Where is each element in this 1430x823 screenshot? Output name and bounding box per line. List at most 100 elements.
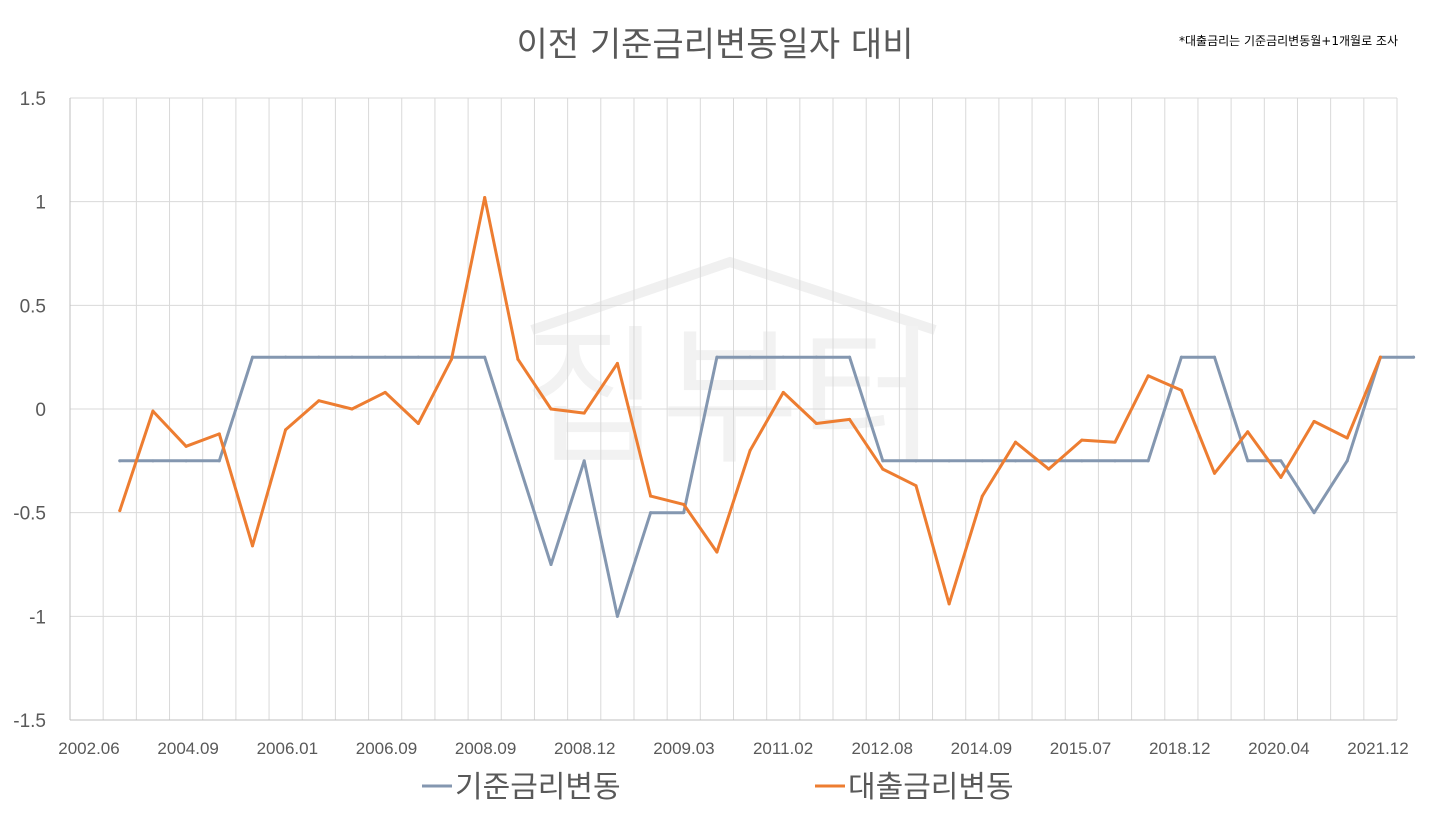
data-point-series-0 bbox=[781, 355, 785, 359]
data-point-series-1 bbox=[1246, 430, 1250, 434]
data-point-series-1 bbox=[1179, 388, 1183, 392]
data-point-series-1 bbox=[814, 422, 818, 426]
data-point-series-0 bbox=[1412, 355, 1416, 359]
x-tick-label: 2009.03 bbox=[653, 739, 714, 758]
y-tick-label: 0.5 bbox=[20, 296, 46, 317]
chart-title: 이전 기준금리변동일자 대비 bbox=[517, 25, 914, 65]
data-point-series-0 bbox=[682, 511, 686, 515]
gridlines bbox=[70, 97, 1398, 721]
data-point-series-1 bbox=[284, 428, 288, 432]
legend-label-base-rate: 기준금리변동 bbox=[455, 770, 621, 805]
data-point-series-1 bbox=[151, 409, 155, 413]
data-point-series-0 bbox=[416, 355, 420, 359]
data-point-series-1 bbox=[682, 502, 686, 506]
data-point-series-0 bbox=[715, 355, 719, 359]
data-point-series-0 bbox=[317, 355, 321, 359]
data-point-series-0 bbox=[914, 459, 918, 463]
data-point-series-1 bbox=[450, 357, 454, 361]
x-axis-ticks: 2002.06 2004.09 2006.01 2006.09 2008.09 2008.… bbox=[58, 739, 1408, 758]
legend-label-loan-rate: 대출금리변동 bbox=[848, 770, 1014, 805]
data-point-series-0 bbox=[814, 355, 818, 359]
data-point-series-1 bbox=[1013, 440, 1017, 444]
data-point-series-0 bbox=[649, 511, 653, 515]
data-point-series-0 bbox=[1047, 459, 1051, 463]
y-tick-label: -1 bbox=[29, 607, 46, 628]
data-point-series-0 bbox=[184, 459, 188, 463]
data-point-series-1 bbox=[118, 509, 122, 513]
y-tick-label: -1.5 bbox=[13, 711, 46, 732]
x-tick-label: 2020.04 bbox=[1248, 739, 1309, 758]
x-tick-label: 2004.09 bbox=[157, 739, 218, 758]
data-point-series-1 bbox=[217, 432, 221, 436]
data-point-series-0 bbox=[516, 459, 520, 463]
data-point-series-0 bbox=[284, 355, 288, 359]
data-point-series-1 bbox=[980, 494, 984, 498]
data-point-series-0 bbox=[980, 459, 984, 463]
series-lines bbox=[118, 196, 1416, 618]
data-point-series-0 bbox=[118, 459, 122, 463]
data-point-series-0 bbox=[947, 459, 951, 463]
data-point-series-1 bbox=[848, 417, 852, 421]
x-tick-label: 2012.08 bbox=[852, 739, 913, 758]
data-point-series-0 bbox=[748, 355, 752, 359]
x-tick-label: 2015.07 bbox=[1050, 739, 1111, 758]
x-tick-label: 2008.09 bbox=[455, 739, 516, 758]
x-tick-label: 2014.09 bbox=[951, 739, 1012, 758]
data-point-series-0 bbox=[615, 614, 619, 618]
x-tick-label: 2008.12 bbox=[554, 739, 615, 758]
y-tick-label: 0 bbox=[35, 400, 46, 421]
y-axis-ticks: 1.5 1 0.5 0 -0.5 -1 -1.5 bbox=[13, 89, 46, 732]
data-point-series-0 bbox=[217, 459, 221, 463]
data-point-series-0 bbox=[1013, 459, 1017, 463]
x-tick-label: 2006.09 bbox=[356, 739, 417, 758]
axes bbox=[69, 98, 1397, 721]
data-point-series-0 bbox=[350, 355, 354, 359]
data-point-series-1 bbox=[947, 602, 951, 606]
data-point-series-1 bbox=[416, 422, 420, 426]
data-point-series-0 bbox=[1279, 459, 1283, 463]
data-point-series-1 bbox=[615, 361, 619, 365]
x-tick-label: 2021.12 bbox=[1347, 739, 1408, 758]
data-point-series-1 bbox=[516, 357, 520, 361]
data-point-series-1 bbox=[1312, 419, 1316, 423]
data-point-series-0 bbox=[582, 459, 586, 463]
data-point-series-1 bbox=[1080, 438, 1084, 442]
data-point-series-0 bbox=[151, 459, 155, 463]
data-point-series-0 bbox=[549, 563, 553, 566]
data-point-series-1 bbox=[715, 550, 719, 554]
data-point-series-1 bbox=[582, 411, 586, 415]
x-tick-label: 2011.02 bbox=[753, 739, 813, 758]
data-point-series-1 bbox=[1047, 467, 1051, 471]
data-point-series-1 bbox=[483, 196, 487, 200]
data-point-series-0 bbox=[1146, 459, 1150, 463]
data-point-series-1 bbox=[914, 484, 918, 488]
data-point-series-0 bbox=[1345, 459, 1349, 463]
x-tick-label: 2002.06 bbox=[58, 739, 119, 758]
data-point-series-1 bbox=[1345, 436, 1349, 440]
data-point-series-0 bbox=[1246, 459, 1250, 463]
data-point-series-0 bbox=[881, 459, 885, 463]
data-point-series-1 bbox=[1146, 374, 1150, 378]
data-point-series-0 bbox=[383, 355, 387, 359]
data-point-series-1 bbox=[781, 390, 785, 394]
data-point-series-1 bbox=[1279, 475, 1283, 479]
legend: 기준금리변동 대출금리변동 bbox=[422, 770, 1014, 805]
data-point-series-0 bbox=[250, 355, 254, 359]
data-point-series-0 bbox=[483, 355, 487, 359]
data-point-series-0 bbox=[848, 355, 852, 359]
data-point-series-0 bbox=[1312, 511, 1316, 515]
data-point-series-1 bbox=[184, 444, 188, 448]
x-tick-label: 2018.12 bbox=[1149, 739, 1210, 758]
y-tick-label: 1 bbox=[35, 193, 46, 214]
data-point-series-1 bbox=[350, 407, 354, 411]
chart-note: *대출금리는 기준금리변동월+1개월로 조사 bbox=[1179, 34, 1398, 48]
data-point-series-0 bbox=[1179, 355, 1183, 359]
data-point-series-0 bbox=[1080, 459, 1084, 463]
y-tick-label: -0.5 bbox=[13, 504, 46, 525]
data-point-series-1 bbox=[549, 407, 553, 411]
data-point-series-1 bbox=[748, 448, 752, 452]
data-point-series-1 bbox=[250, 544, 254, 548]
data-point-series-1 bbox=[881, 467, 885, 471]
